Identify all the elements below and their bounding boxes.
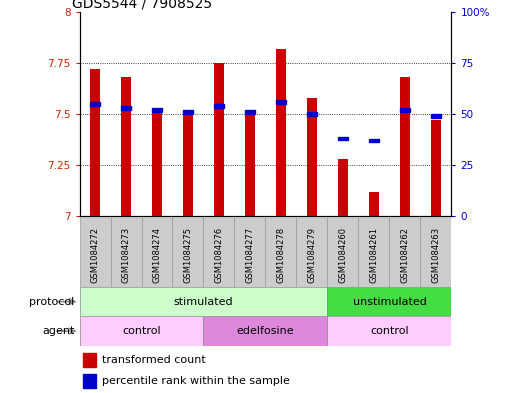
- Bar: [307, 112, 317, 116]
- Text: edelfosine: edelfosine: [236, 326, 294, 336]
- Bar: [183, 110, 193, 216]
- Bar: [327, 216, 359, 287]
- Bar: [214, 104, 224, 108]
- Text: stimulated: stimulated: [174, 297, 233, 307]
- Bar: [275, 49, 286, 216]
- Text: GSM1084261: GSM1084261: [369, 227, 379, 283]
- Bar: [245, 110, 254, 114]
- Bar: [204, 216, 234, 287]
- Bar: [142, 216, 172, 287]
- Bar: [83, 353, 96, 367]
- Text: percentile rank within the sample: percentile rank within the sample: [102, 376, 290, 386]
- Text: control: control: [370, 326, 409, 336]
- Bar: [327, 316, 451, 346]
- Bar: [265, 216, 297, 287]
- Bar: [338, 159, 348, 216]
- Text: unstimulated: unstimulated: [352, 297, 426, 307]
- Text: GSM1084278: GSM1084278: [277, 227, 285, 283]
- Text: GSM1084262: GSM1084262: [401, 227, 409, 283]
- Bar: [122, 106, 131, 110]
- Text: control: control: [122, 326, 161, 336]
- Text: GSM1084276: GSM1084276: [214, 227, 224, 283]
- Bar: [368, 192, 380, 216]
- Bar: [359, 216, 389, 287]
- Bar: [83, 374, 96, 388]
- Bar: [183, 110, 193, 114]
- Text: GSM1084272: GSM1084272: [90, 227, 100, 283]
- Bar: [431, 114, 441, 118]
- Bar: [400, 77, 410, 216]
- Bar: [90, 69, 101, 216]
- Bar: [389, 216, 421, 287]
- Bar: [152, 108, 162, 112]
- Bar: [110, 216, 142, 287]
- Bar: [400, 108, 409, 112]
- Text: GSM1084279: GSM1084279: [307, 227, 317, 283]
- Bar: [245, 112, 255, 216]
- Text: GDS5544 / 7908525: GDS5544 / 7908525: [72, 0, 212, 11]
- Text: GSM1084263: GSM1084263: [431, 227, 441, 283]
- Bar: [204, 316, 327, 346]
- Bar: [338, 137, 348, 140]
- Text: transformed count: transformed count: [102, 355, 206, 365]
- Bar: [369, 139, 379, 142]
- Text: protocol: protocol: [29, 297, 74, 307]
- Text: GSM1084275: GSM1084275: [184, 227, 192, 283]
- Bar: [80, 287, 327, 316]
- Bar: [121, 77, 131, 216]
- Bar: [297, 216, 327, 287]
- Text: GSM1084277: GSM1084277: [246, 227, 254, 283]
- Text: GSM1084260: GSM1084260: [339, 227, 347, 283]
- Bar: [307, 97, 318, 216]
- Bar: [430, 120, 441, 216]
- Bar: [213, 63, 224, 216]
- Bar: [327, 287, 451, 316]
- Bar: [90, 102, 100, 106]
- Bar: [80, 216, 110, 287]
- Text: GSM1084274: GSM1084274: [152, 227, 162, 283]
- Bar: [80, 316, 204, 346]
- Bar: [234, 216, 265, 287]
- Text: GSM1084273: GSM1084273: [122, 227, 130, 283]
- Text: agent: agent: [42, 326, 74, 336]
- Bar: [172, 216, 204, 287]
- Bar: [151, 112, 163, 216]
- Bar: [277, 100, 286, 103]
- Bar: [421, 216, 451, 287]
